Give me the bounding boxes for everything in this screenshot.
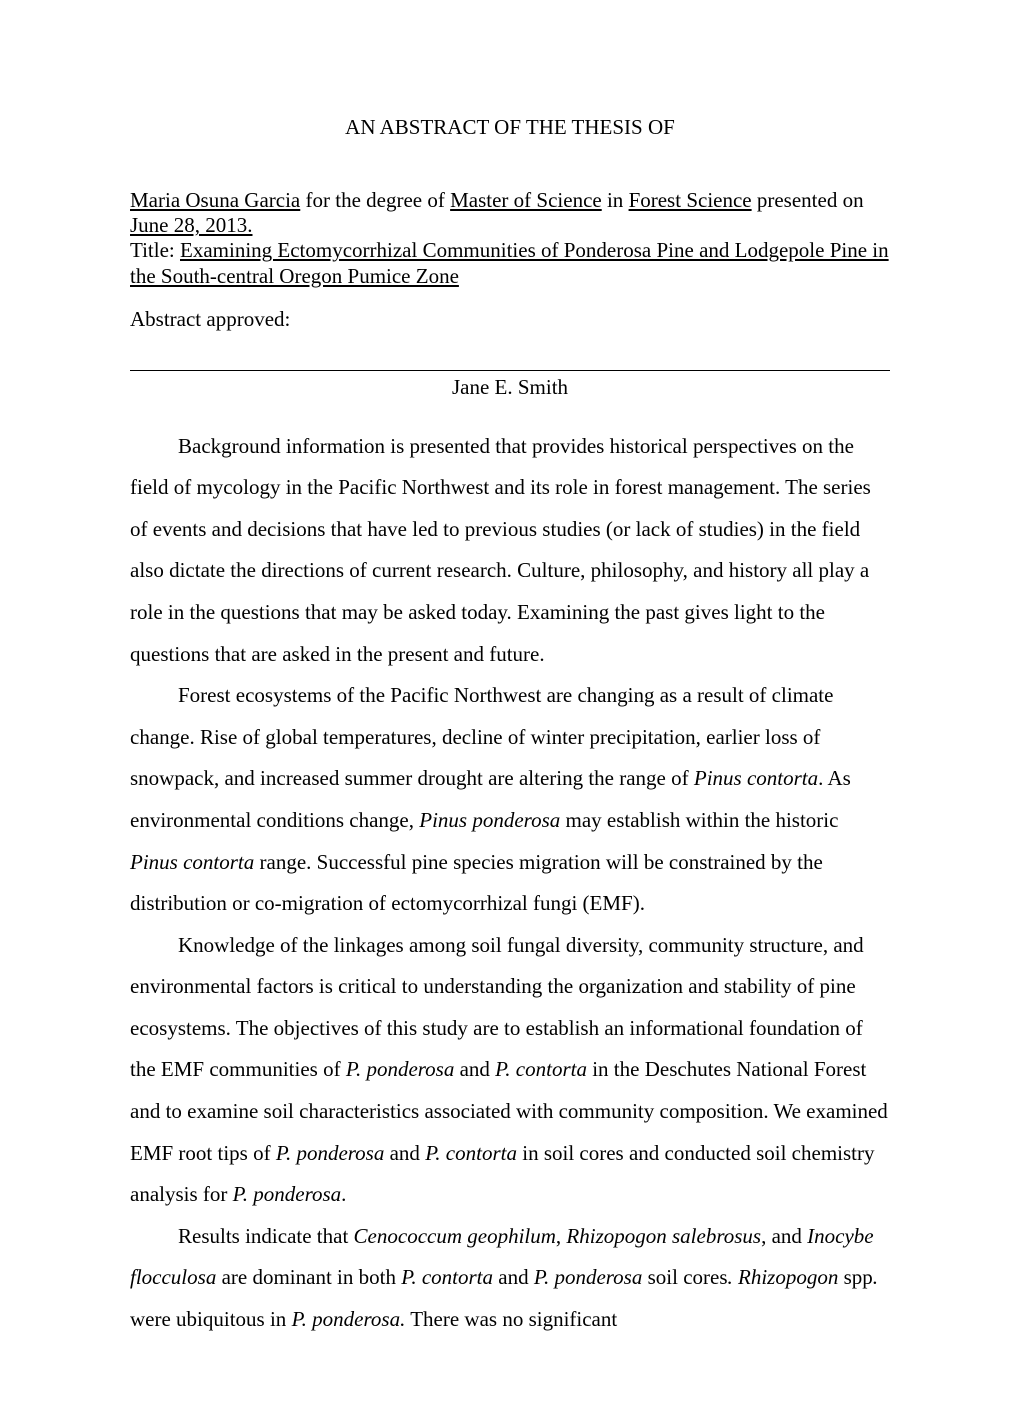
species-p-ponderosa-2: P. ponderosa: [276, 1141, 385, 1165]
p4-text-n: spp: [838, 1265, 872, 1289]
field-name: Forest Science: [629, 188, 752, 212]
p4-text-g: are dominant in both: [216, 1265, 401, 1289]
p3-text-g: and: [384, 1141, 425, 1165]
in-text: in: [602, 188, 629, 212]
presentation-date: June 28, 2013.: [130, 213, 253, 237]
abstract-approved-label: Abstract approved:: [130, 307, 890, 332]
abstract-paragraph-4: Results indicate that Cenococcum geophil…: [130, 1216, 890, 1341]
signature-line: [130, 370, 890, 371]
p4-text-r: There was no significant: [405, 1307, 617, 1331]
species-p-contorta: P. contorta: [495, 1057, 587, 1081]
p4-text-l: .: [728, 1265, 739, 1289]
advisor-name: Jane E. Smith: [130, 375, 890, 400]
p4-text-o: .: [873, 1265, 878, 1289]
p4-text-c: ,: [556, 1224, 567, 1248]
p4-text-a: Results indicate that: [178, 1224, 354, 1248]
p4-text-i: and: [493, 1265, 534, 1289]
species-p-ponderosa-5: P. ponderosa.: [292, 1307, 406, 1331]
thesis-title-block: Title: Examining Ectomycorrhizal Communi…: [130, 238, 890, 288]
p3-text-k: .: [341, 1182, 346, 1206]
degree-name: Master of Science: [450, 188, 602, 212]
species-rhizopogon-salebrosus: Rhizopogon salebrosus: [566, 1224, 761, 1248]
thesis-title: Examining Ectomycorrhizal Communities of…: [130, 238, 889, 287]
for-degree-text: for the degree of: [300, 188, 450, 212]
title-prefix: Title:: [130, 238, 180, 262]
species-pinus-contorta: Pinus contorta: [694, 766, 818, 790]
species-rhizopogon: Rhizopogon: [738, 1265, 838, 1289]
header-title: AN ABSTRACT OF THE THESIS OF: [130, 115, 890, 140]
p2-text-e: may establish within the historic: [560, 808, 838, 832]
author-name: Maria Osuna Garcia: [130, 188, 300, 212]
species-p-ponderosa: P. ponderosa: [346, 1057, 455, 1081]
species-cenococcum: Cenococcum geophilum: [354, 1224, 556, 1248]
presented-on-text: presented on: [752, 188, 864, 212]
species-p-ponderosa-4: P. ponderosa: [534, 1265, 643, 1289]
species-p-contorta-2: P. contorta: [425, 1141, 517, 1165]
abstract-paragraph-1: Background information is presented that…: [130, 426, 890, 675]
p3-text-c: and: [454, 1057, 495, 1081]
species-p-contorta-3: P. contorta: [401, 1265, 493, 1289]
thesis-abstract-page: AN ABSTRACT OF THE THESIS OF Maria Osuna…: [0, 0, 1020, 1420]
species-pinus-ponderosa: Pinus ponderosa: [419, 808, 560, 832]
abstract-paragraph-2: Forest ecosystems of the Pacific Northwe…: [130, 675, 890, 924]
abstract-paragraph-3: Knowledge of the linkages among soil fun…: [130, 925, 890, 1216]
author-degree-block: Maria Osuna Garcia for the degree of Mas…: [130, 188, 890, 238]
p4-text-e: , and: [761, 1224, 807, 1248]
species-p-ponderosa-3: P. ponderosa: [233, 1182, 342, 1206]
p4-text-p: were ubiquitous in: [130, 1307, 292, 1331]
p4-text-k: soil cores: [642, 1265, 727, 1289]
species-pinus-contorta-2: Pinus contorta: [130, 850, 254, 874]
